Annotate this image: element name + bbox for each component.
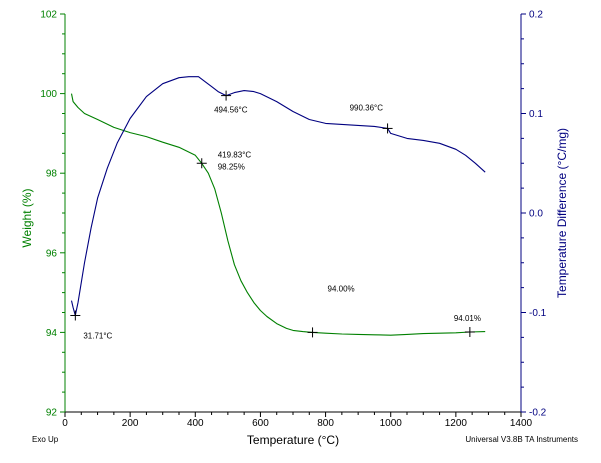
annotation-label: 990.36°C (350, 103, 384, 112)
annotation-label: 98.25% (218, 162, 245, 171)
y-right-tick-label: -0.2 (529, 408, 547, 419)
y-axis-left-label: Weight (%) (20, 188, 34, 247)
y-left-tick-label: 100 (40, 89, 57, 100)
annotation-label: 94.00% (328, 284, 355, 293)
exo-up-note: Exo Up (32, 435, 59, 444)
x-tick-label: 0 (62, 418, 68, 429)
x-axis-label: Temperature (°C) (247, 433, 339, 447)
x-tick-label: 1000 (380, 418, 403, 429)
y-left-tick-label: 92 (46, 408, 58, 419)
y-left-tick-label: 98 (46, 169, 58, 180)
y-right-tick-label: -0.1 (529, 308, 547, 319)
instrument-footer: Universal V3.8B TA Instruments (465, 435, 578, 444)
annotation-label: 494.56°C (214, 106, 248, 115)
x-tick-label: 1200 (445, 418, 468, 429)
x-tick-label: 600 (252, 418, 269, 429)
annotation-label: 31.71°C (83, 331, 112, 340)
annotation-label: 419.83°C (218, 150, 252, 159)
x-tick-label: 400 (187, 418, 204, 429)
annotation-label: 94.01% (454, 314, 481, 323)
x-tick-label: 200 (122, 418, 139, 429)
y-left-tick-label: 94 (46, 328, 58, 339)
y-left-tick-label: 96 (46, 248, 58, 259)
weight-curve (70, 93, 486, 336)
x-tick-label: 1400 (510, 418, 533, 429)
y-right-tick-label: 0.2 (529, 10, 543, 21)
x-tick-label: 800 (317, 418, 334, 429)
y-right-tick-label: 0.0 (529, 209, 543, 220)
y-left-tick-label: 102 (40, 10, 57, 21)
y-right-tick-label: 0.1 (529, 109, 543, 120)
y-axis-right-label: Temperature Difference (°C/mg) (555, 128, 569, 298)
temperature-difference-curve (70, 76, 486, 317)
